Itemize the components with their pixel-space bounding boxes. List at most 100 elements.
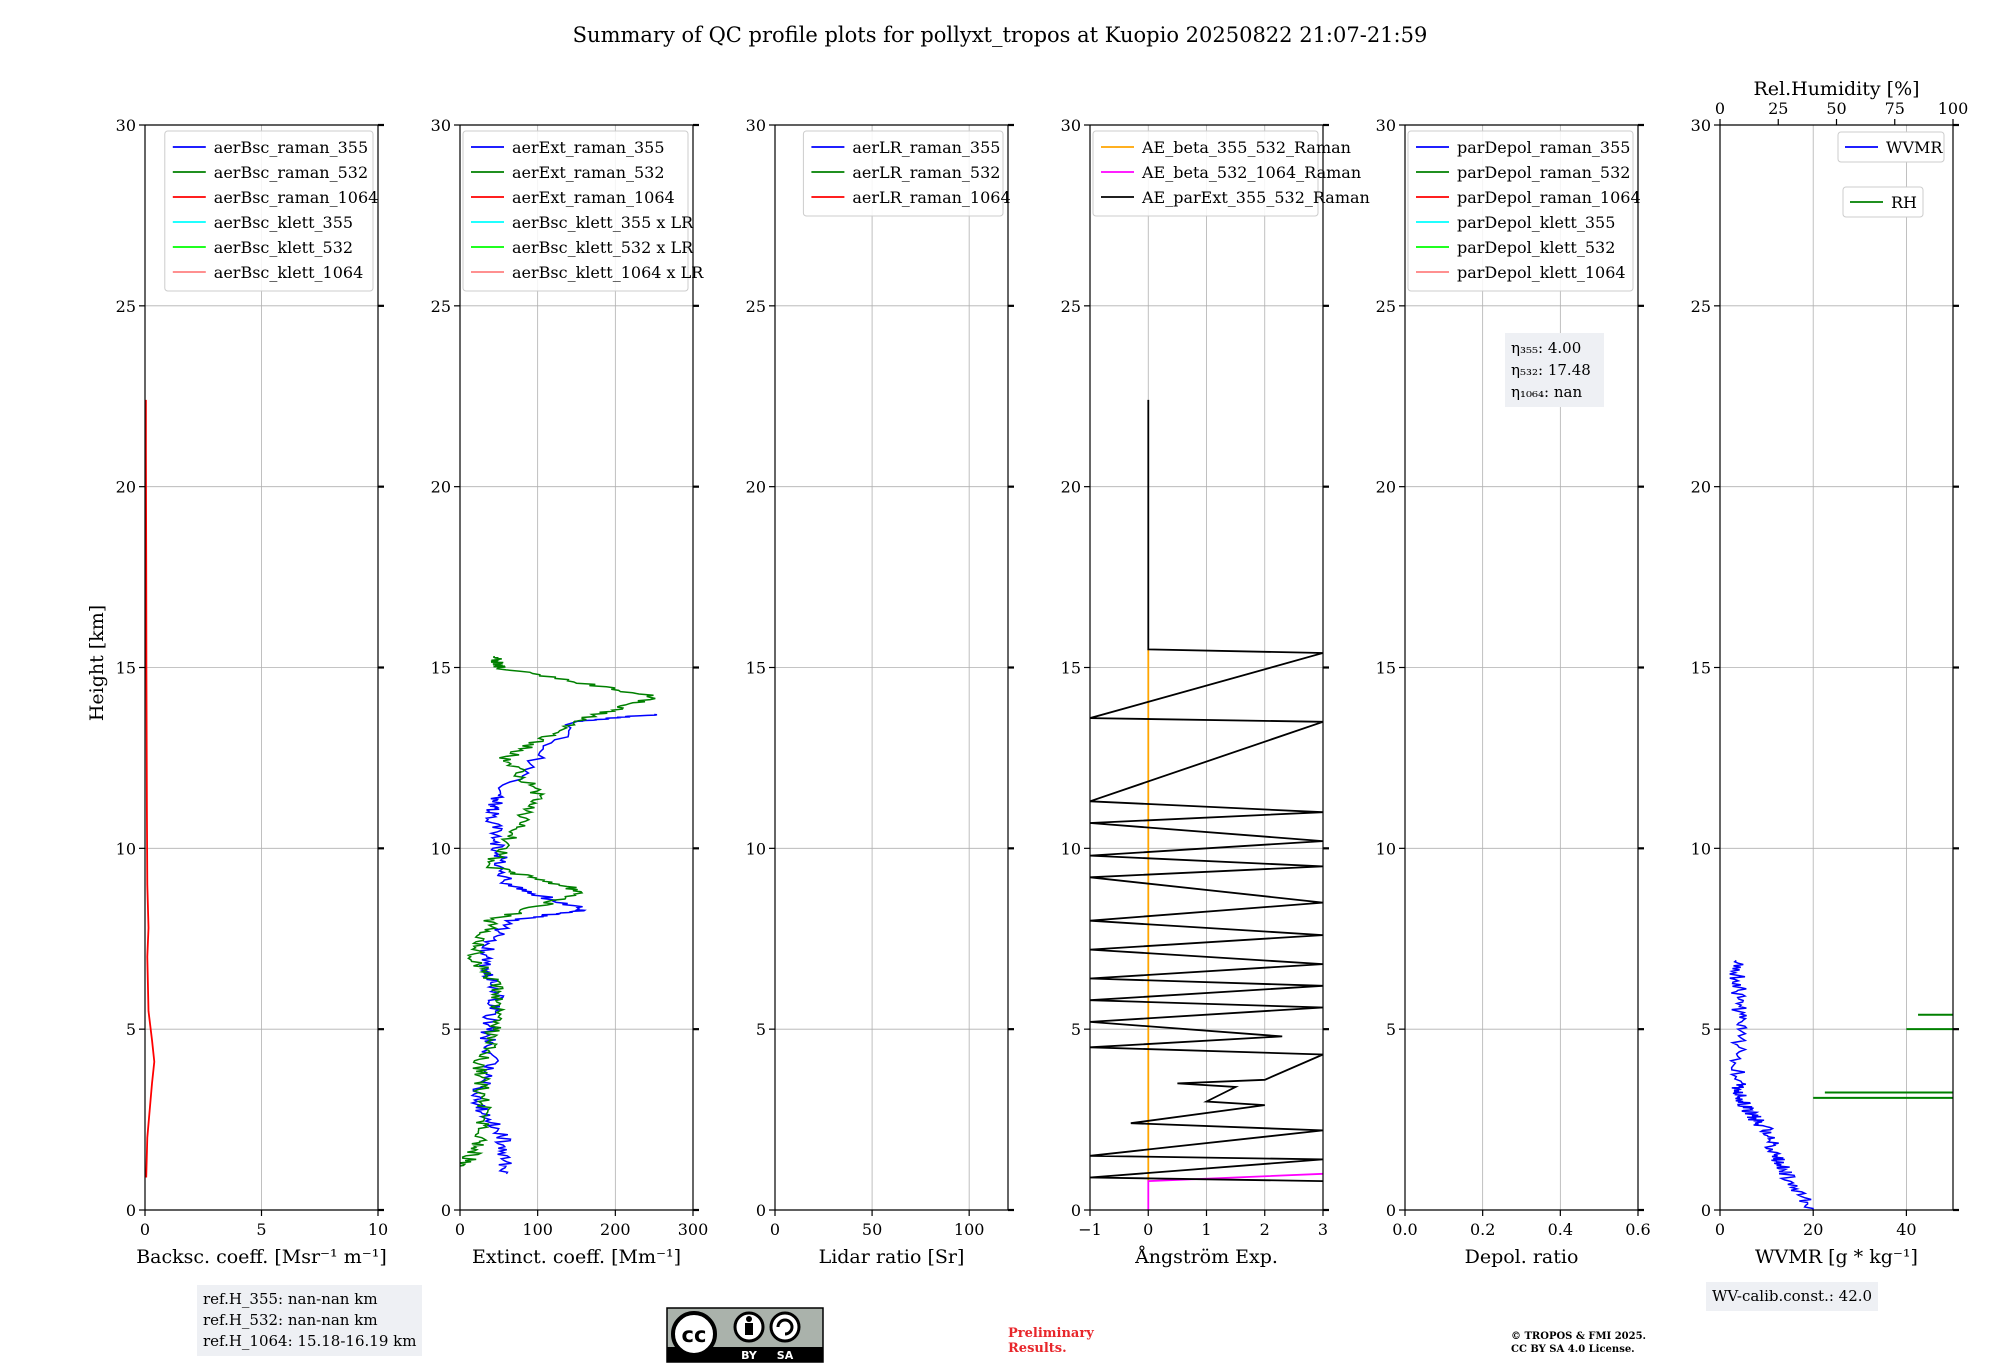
series-ae-parext-355-532-raman xyxy=(1090,399,1323,1182)
ytick-label: 5 xyxy=(1701,1020,1711,1039)
legend-label-pardepol-raman-355: parDepol_raman_355 xyxy=(1457,138,1630,157)
xtick-label: 0 xyxy=(1715,1220,1725,1239)
ytick-label: 0 xyxy=(1386,1201,1396,1220)
series-group xyxy=(145,399,156,1178)
copyright-line-2: CC BY SA 4.0 License. xyxy=(1511,1344,1635,1355)
panel-lidar-ratio: 0 5 10 15 20 25 30 0 50 100 Lidar ratio [Sr] aerLR_… xyxy=(746,116,1014,1268)
legend-label-ae-beta-532-1064-raman: AE_beta_532_1064_Raman xyxy=(1141,163,1361,182)
legend-label-aerext-raman-532: aerExt_raman_532 xyxy=(512,163,665,182)
ytick-label: 30 xyxy=(1691,116,1711,135)
xaxis-label: Ångström Exp. xyxy=(1134,1246,1278,1268)
legend-label-aerbsc-raman-355: aerBsc_raman_355 xyxy=(214,138,368,157)
wv-calibration-box: WV-calib.const.: 42.0 xyxy=(1706,1282,1879,1311)
ytick-label: 10 xyxy=(1061,839,1081,858)
legend-label: WVMR xyxy=(1886,138,1943,157)
legend-box xyxy=(1837,131,1945,163)
xtick-label: 100 xyxy=(522,1220,553,1239)
eta-annotation: η₃₅₅: 4.00 η₅₃₂: 17.48 η₁₀₆₄: nan xyxy=(1505,333,1604,407)
ytick-label: 25 xyxy=(1376,297,1396,316)
preliminary-results-note: Preliminary Results. xyxy=(1008,1326,1094,1356)
xtick-label: 1 xyxy=(1201,1220,1211,1239)
legend-box xyxy=(164,130,374,292)
cc-sa-label: SA xyxy=(777,1349,794,1362)
legend-entry-rh: RH xyxy=(1842,186,1924,218)
xtick-label: 0 xyxy=(1143,1220,1153,1239)
ytick-label: 0 xyxy=(441,1201,451,1220)
legend-box xyxy=(802,130,1004,217)
ytick-label: 10 xyxy=(116,839,136,858)
top-xaxis-label: Rel.Humidity [%] xyxy=(1753,78,1919,100)
reference-height-box: ref.H_355: nan-nan km ref.H_532: nan-nan… xyxy=(197,1285,423,1356)
ytick-label: 20 xyxy=(1061,478,1081,497)
legend-label-pardepol-klett-355: parDepol_klett_355 xyxy=(1457,213,1615,232)
xtick-label: 40 xyxy=(1896,1220,1916,1239)
legend-entry-wvmr: WVMR xyxy=(1837,131,1945,163)
ytick-label: 15 xyxy=(1376,659,1396,678)
legend-label-ae-parext-355-532-raman: AE_parExt_355_532_Raman xyxy=(1141,188,1370,207)
ytick-label: 25 xyxy=(1691,297,1711,316)
ytick-label: 5 xyxy=(1386,1020,1396,1039)
figure-title: Summary of QC profile plots for pollyxt_… xyxy=(573,23,1428,47)
series-group xyxy=(460,655,658,1175)
ytick-label: 30 xyxy=(746,116,766,135)
ytick-label: 30 xyxy=(431,116,451,135)
xaxis-label: WVMR [g * kg⁻¹] xyxy=(1755,1246,1918,1268)
legend-box xyxy=(462,130,689,292)
xtick-label: 0.6 xyxy=(1625,1220,1650,1239)
cc-by-label: BY xyxy=(741,1349,758,1362)
legend-label-ae-beta-355-532-raman: AE_beta_355_532_Raman xyxy=(1141,138,1351,157)
legend: parDepol_raman_355 parDepol_raman_532 parD… xyxy=(1407,130,1641,292)
series-aerext-raman-355 xyxy=(469,713,658,1175)
legend: aerBsc_raman_355 aerBsc_raman_532 aerBsc_r… xyxy=(164,130,378,292)
xtick-label: 5 xyxy=(256,1220,266,1239)
series-wvmr xyxy=(1728,959,1814,1210)
legend-label-aerbsc-raman-532: aerBsc_raman_532 xyxy=(214,163,368,182)
refh-355-text: ref.H_355: nan-nan km xyxy=(203,1290,378,1308)
legend-label-aerbsc-klett-355: aerBsc_klett_355 xyxy=(214,213,353,232)
legend-label-aerlr-raman-1064: aerLR_raman_1064 xyxy=(852,188,1010,207)
top-xtick-label: 0 xyxy=(1715,99,1725,118)
ytick-label: 15 xyxy=(746,659,766,678)
ytick-label: 15 xyxy=(431,659,451,678)
legend-label-pardepol-klett-1064: parDepol_klett_1064 xyxy=(1457,263,1626,282)
ytick-label: 20 xyxy=(431,478,451,497)
ytick-label: 0 xyxy=(1071,1201,1081,1220)
legend-label-aerbsc-klett-532: aerBsc_klett_532 xyxy=(214,238,353,257)
xtick-label: 0.2 xyxy=(1470,1220,1495,1239)
xaxis-label: Lidar ratio [Sr] xyxy=(819,1246,965,1268)
top-xtick-label: 75 xyxy=(1885,99,1905,118)
cc-icon xyxy=(671,1311,717,1357)
legend-label-aerbsc-klett-355-x-lr: aerBsc_klett_355 x LR xyxy=(512,213,694,232)
ytick-label: 5 xyxy=(1071,1020,1081,1039)
ytick-label: 0 xyxy=(1701,1201,1711,1220)
xtick-label: 0 xyxy=(140,1220,150,1239)
legend-label-pardepol-raman-532: parDepol_raman_532 xyxy=(1457,163,1630,182)
legend-label-aerext-raman-1064: aerExt_raman_1064 xyxy=(512,188,675,207)
xtick-label: 10 xyxy=(368,1220,388,1239)
ytick-label: 30 xyxy=(1061,116,1081,135)
legend-box xyxy=(1407,130,1634,292)
ytick-label: 20 xyxy=(1376,478,1396,497)
xtick-label: 3 xyxy=(1318,1220,1328,1239)
xtick-label: −1 xyxy=(1078,1220,1102,1239)
ytick-label: 30 xyxy=(116,116,136,135)
series-aerext-raman-532 xyxy=(460,655,656,1167)
xtick-label: 200 xyxy=(600,1220,631,1239)
ytick-label: 5 xyxy=(441,1020,451,1039)
ytick-label: 10 xyxy=(431,839,451,858)
xtick-label: 0.4 xyxy=(1548,1220,1573,1239)
ytick-label: 10 xyxy=(1691,839,1711,858)
refh-1064-text: ref.H_1064: 15.18-16.19 km xyxy=(203,1332,417,1350)
xtick-label: 0.0 xyxy=(1392,1220,1417,1239)
legend: AE_beta_355_532_Raman AE_beta_532_1064_Ra… xyxy=(1092,130,1370,217)
xtick-label: 50 xyxy=(862,1220,882,1239)
ytick-label: 15 xyxy=(1691,659,1711,678)
legend-label-pardepol-klett-532: parDepol_klett_532 xyxy=(1457,238,1615,257)
ytick-label: 20 xyxy=(746,478,766,497)
top-xtick-label: 100 xyxy=(1938,99,1969,118)
annotation-box xyxy=(1505,333,1604,407)
ytick-label: 15 xyxy=(116,659,136,678)
